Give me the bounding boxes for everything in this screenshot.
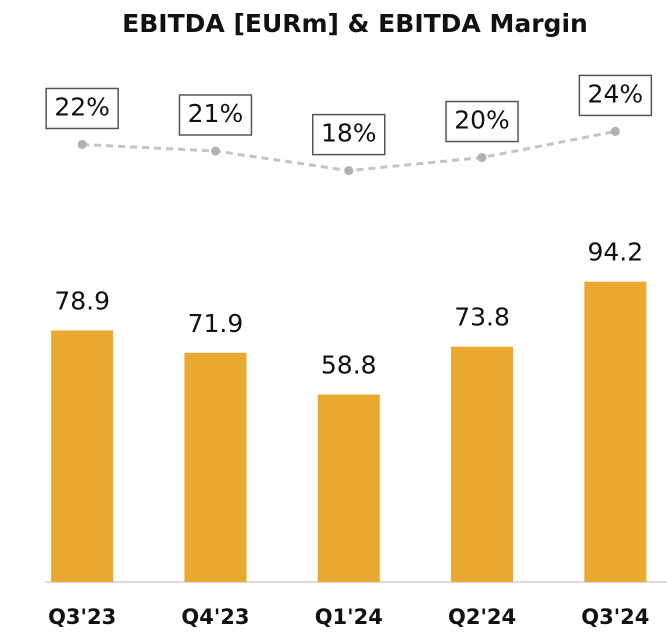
x-tick-label: Q3'23 [48,605,116,629]
bar [317,394,380,582]
point [477,153,487,163]
data-label: 94.2 [588,238,644,267]
point [610,126,620,136]
data-label: 73.8 [454,303,510,332]
label-box [445,100,519,143]
point [77,139,87,149]
data-label: 22% [54,92,110,121]
data-label: 78.9 [54,286,110,315]
data-label: 71.9 [188,309,244,338]
bar [184,352,247,582]
data-label: 21% [188,99,244,128]
chart-title: EBITDA [EURm] & EBITDA Margin [122,9,588,38]
point [210,146,220,156]
x-tick-label: Q1'24 [315,605,383,629]
data-label: 58.8 [321,351,377,380]
label-box [312,113,386,156]
data-label: 20% [454,106,510,135]
label-box [178,94,253,136]
data-label: 18% [321,119,377,148]
x-tick-label: Q2'24 [448,605,516,629]
label-box [45,87,119,130]
bar [584,281,647,582]
bar [451,346,514,582]
point [344,166,354,176]
x-tick-label: Q4'23 [181,605,249,629]
label-box [578,74,653,117]
bar [51,330,114,582]
data-label: 24% [588,79,644,108]
x-tick-label: Q3'24 [581,605,649,629]
